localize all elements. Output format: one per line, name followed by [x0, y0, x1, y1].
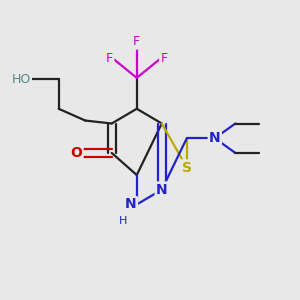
- Text: F: F: [133, 35, 140, 48]
- Text: S: S: [182, 161, 192, 175]
- Text: O: O: [70, 146, 82, 160]
- Text: HO: HO: [11, 73, 31, 86]
- Text: N: N: [156, 183, 168, 197]
- Text: H: H: [119, 216, 128, 226]
- Text: F: F: [106, 52, 113, 65]
- Text: N: N: [209, 131, 220, 145]
- Text: F: F: [160, 52, 167, 65]
- Text: N: N: [125, 197, 137, 212]
